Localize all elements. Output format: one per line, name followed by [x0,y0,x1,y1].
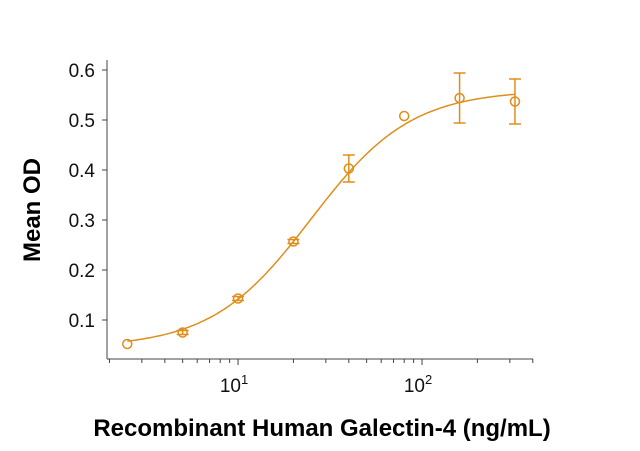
x-axis-label: Recombinant Human Galectin-4 (ng/mL) [93,415,550,442]
data-point [288,236,299,247]
data-point [509,96,521,107]
data-point [454,92,465,104]
data-point [177,327,188,338]
y-axis-label: Mean OD [19,158,46,262]
y-tick-label: 0.3 [69,211,95,232]
x-tick-label: 101 [220,372,248,397]
data-point [122,338,133,350]
fit-curve [127,93,516,342]
y-tick-label: 0.6 [69,61,95,82]
data-point [232,293,244,304]
y-tick-label: 0.5 [69,111,95,132]
y-tick-label: 0.1 [69,311,95,332]
y-tick-label: 0.4 [69,161,96,182]
x-tick-label: 102 [404,372,432,397]
data-point [343,163,355,174]
data-point [398,110,410,122]
y-tick-label: 0.2 [69,261,95,282]
